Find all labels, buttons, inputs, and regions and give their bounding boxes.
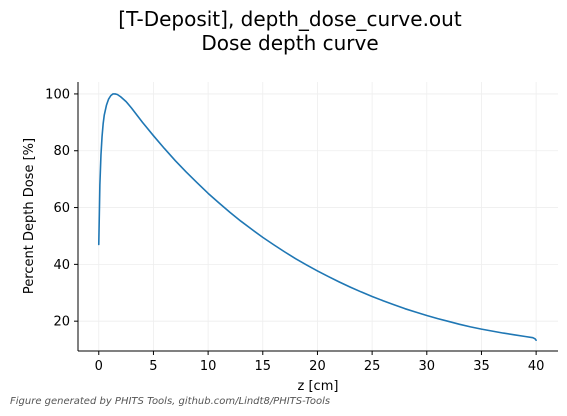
x-axis-label: z [cm] <box>298 379 339 394</box>
y-tick-label: 60 <box>53 201 70 216</box>
x-tick-label: 5 <box>149 359 157 374</box>
y-axis-ticks: 20 40 60 80 100 <box>45 87 78 330</box>
x-axis-ticks: 0 5 10 15 20 25 30 35 40 <box>95 351 545 374</box>
dose-curve-line <box>97 93 537 342</box>
x-tick-label: 25 <box>364 359 381 374</box>
x-tick-label: 20 <box>309 359 326 374</box>
chart-title-line1: [T-Deposit], depth_dose_curve.out <box>118 7 462 31</box>
y-tick-label: 80 <box>53 144 70 159</box>
y-tick-label: 20 <box>53 315 70 330</box>
grid-lines <box>78 82 558 351</box>
x-tick-label: 30 <box>419 359 436 374</box>
footer-credit: Figure generated by PHITS Tools, github.… <box>10 396 330 407</box>
x-tick-label: 0 <box>95 359 103 374</box>
x-tick-label: 15 <box>255 359 272 374</box>
y-tick-label: 40 <box>53 258 70 273</box>
chart-title-line2: Dose depth curve <box>201 31 378 55</box>
x-tick-label: 35 <box>473 359 490 374</box>
y-tick-label: 100 <box>45 87 70 102</box>
x-tick-label: 10 <box>200 359 217 374</box>
y-axis-label: Percent Depth Dose [%] <box>22 138 37 294</box>
x-tick-label: 40 <box>528 359 545 374</box>
